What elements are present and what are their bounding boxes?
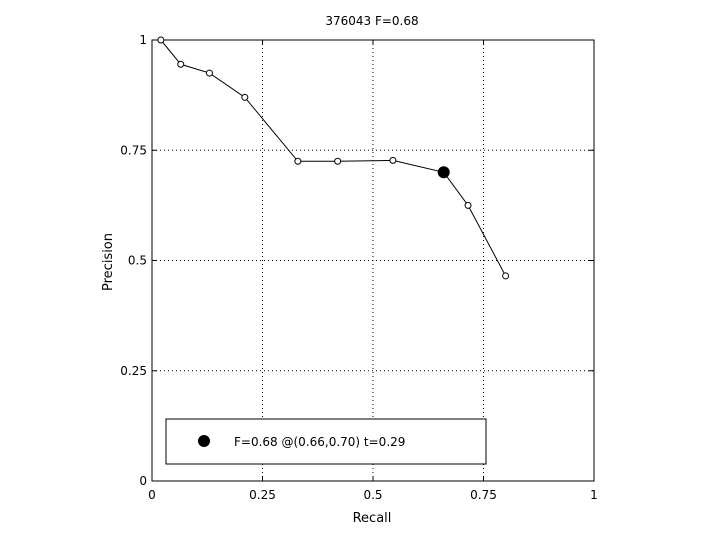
data-point (389, 156, 397, 164)
tick-marks (151, 39, 595, 482)
y-tick-label: 0.75 (120, 143, 147, 157)
x-tick-label: 0 (148, 488, 156, 502)
x-tick-label: 0.75 (470, 488, 497, 502)
series-line (160, 39, 507, 277)
legend-text: F=0.68 @(0.66,0.70) t=0.29 (234, 435, 405, 449)
series-layer (157, 36, 510, 280)
legend-box (165, 418, 487, 465)
y-tick-label: 0.25 (120, 364, 147, 378)
grid-lines (152, 40, 594, 481)
x-tick-label: 1 (590, 488, 598, 502)
data-point (177, 60, 185, 68)
x-tick-label: 0.5 (363, 488, 382, 502)
y-axis-label: Precision (101, 233, 116, 291)
data-point (502, 272, 510, 280)
best-f-point (437, 166, 450, 179)
data-point (464, 201, 472, 209)
legend-marker (198, 435, 210, 447)
y-tick-label: 0.5 (128, 254, 147, 268)
data-point (334, 157, 342, 165)
data-point (157, 36, 165, 44)
data-point (205, 69, 213, 77)
y-tick-label: 1 (139, 33, 147, 47)
data-point (294, 157, 302, 165)
legend: F=0.68 @(0.66,0.70) t=0.29 (165, 418, 487, 465)
tick-labels: 0 0.25 0.5 0.75 1 0 0.25 0.5 0.75 1 (120, 33, 598, 502)
y-tick-label: 0 (139, 474, 147, 488)
chart-title: 376043 F=0.68 (325, 14, 418, 28)
data-point (241, 93, 249, 101)
x-axis-label: Recall (353, 511, 392, 526)
x-tick-label: 0.25 (249, 488, 276, 502)
